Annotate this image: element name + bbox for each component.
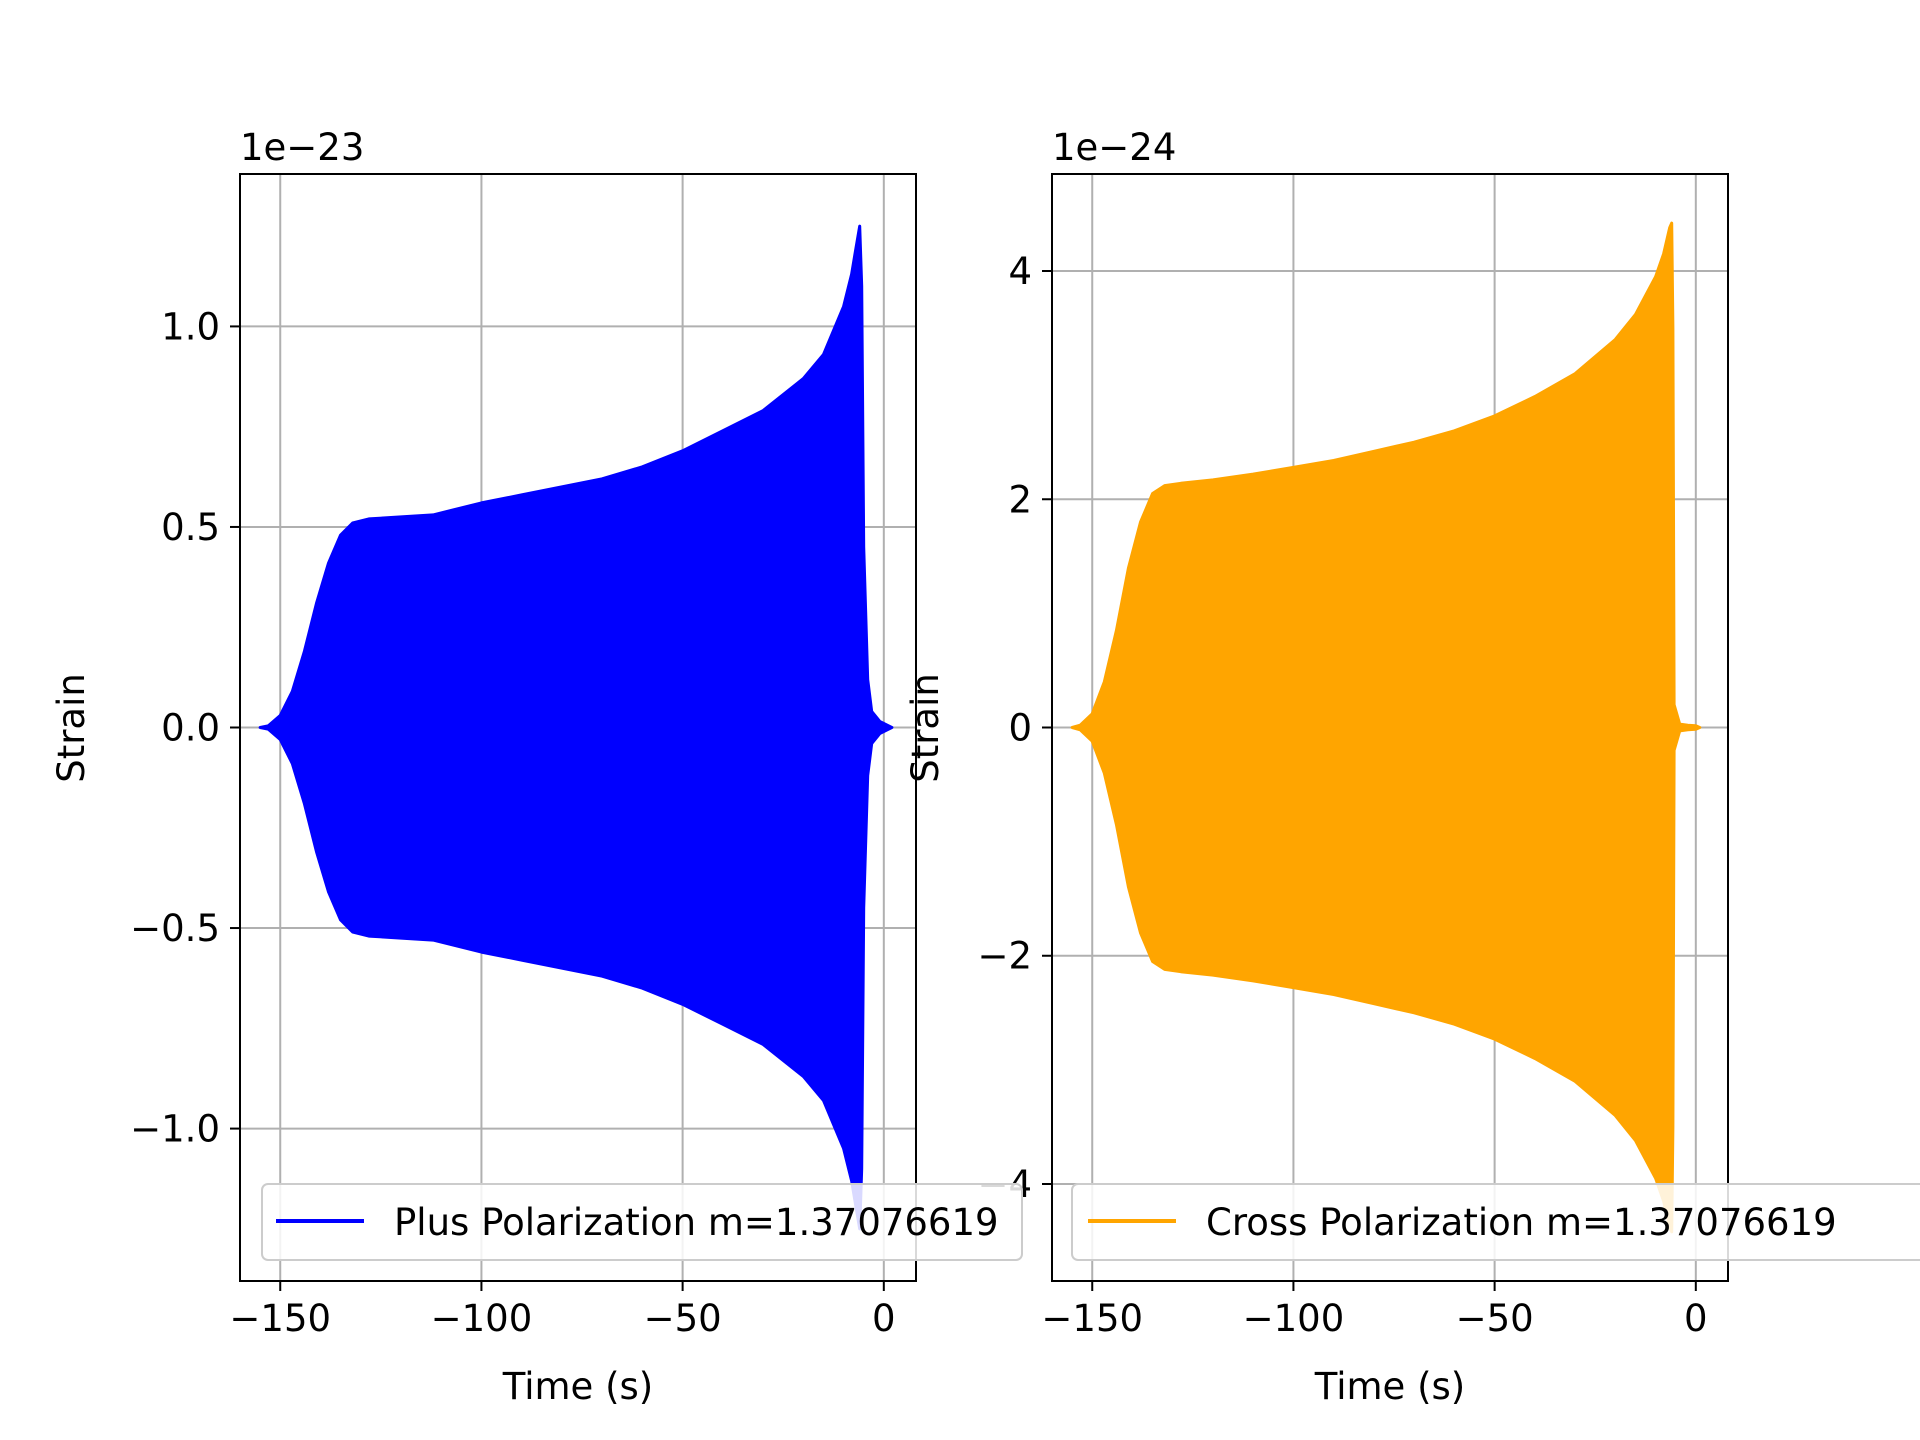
legend-box — [1071, 1183, 1920, 1261]
x-tick-label: −100 — [1243, 1297, 1345, 1340]
legend-box — [261, 1183, 1023, 1261]
y-tick-label: −0.5 — [130, 907, 220, 950]
y-offset-text: 1e−24 — [1052, 126, 1176, 169]
x-axis-label: Time (s) — [1314, 1365, 1465, 1408]
y-tick-label: 4 — [1008, 250, 1032, 293]
x-tick-label: −50 — [1456, 1297, 1534, 1340]
x-tick-label: −50 — [644, 1297, 722, 1340]
x-tick-label: −150 — [1041, 1297, 1143, 1340]
y-axis-label: Strain — [904, 673, 947, 783]
y-tick-label: 0 — [1008, 707, 1032, 750]
subplot-plus-polarization: −150 −100 −50 0 −1.0 −0.5 0.0 0.5 1.0 Time (s) S… — [50, 126, 917, 1408]
y-tick-label: 0.5 — [161, 506, 220, 549]
legend-plus: Plus Polarization m=1.37076619 — [261, 1183, 1023, 1261]
y-tick-label: 0.0 — [161, 707, 220, 750]
x-tick-label: −100 — [431, 1297, 533, 1340]
x-tick-label: 0 — [1684, 1297, 1708, 1340]
legend-label: Cross Polarization m=1.37076619 — [1206, 1201, 1837, 1244]
y-offset-text: 1e−23 — [240, 126, 364, 169]
legend-cross: Cross Polarization m=1.37076619 — [1071, 1183, 1920, 1261]
x-tick-label: 0 — [872, 1297, 896, 1340]
x-tick-label: −150 — [229, 1297, 331, 1340]
y-axis-label: Strain — [50, 673, 93, 783]
legend-label: Plus Polarization m=1.37076619 — [394, 1201, 999, 1244]
y-tick-label: −2 — [977, 935, 1032, 978]
x-axis-label: Time (s) — [502, 1365, 653, 1408]
y-tick-label: 1.0 — [161, 305, 220, 348]
y-tick-label: −1.0 — [130, 1108, 220, 1151]
y-tick-label: 2 — [1008, 478, 1032, 521]
